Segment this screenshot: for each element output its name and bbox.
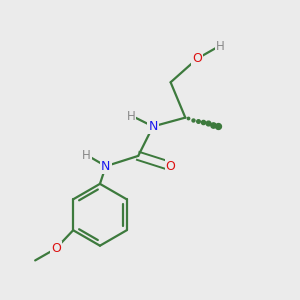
Text: N: N [101,160,110,173]
Text: H: H [216,40,225,53]
Text: H: H [82,149,91,162]
Text: N: N [148,120,158,133]
Text: O: O [166,160,176,173]
Text: O: O [51,242,61,255]
Text: H: H [127,110,135,123]
Text: O: O [192,52,202,65]
